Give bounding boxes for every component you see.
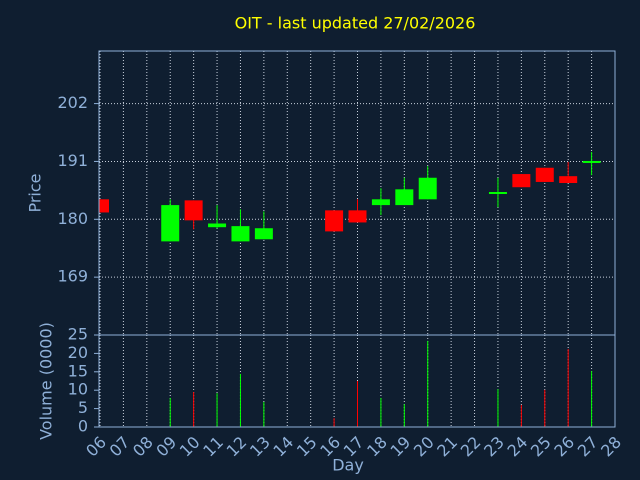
volume-tick-label: 15: [68, 361, 88, 380]
candle-body: [348, 210, 367, 223]
candle-body: [512, 174, 531, 188]
candle-body: [559, 176, 578, 184]
volume-tick-label: 0: [78, 417, 88, 436]
candles: [99, 151, 601, 242]
volume-tick-label: 25: [68, 325, 88, 344]
y-tick-label: 202: [57, 93, 88, 112]
chart-title: OIT - last updated 27/02/2026: [235, 14, 476, 33]
y-tick-label: 180: [57, 209, 88, 228]
volume-tick-label: 20: [68, 343, 88, 362]
candle-body: [99, 199, 109, 213]
candle-body: [371, 199, 390, 206]
candle-body: [184, 200, 203, 221]
candle-body: [325, 210, 344, 232]
volume-axis-label: Volume (0000): [37, 322, 56, 440]
candle-body: [161, 205, 180, 242]
y-tick-label: 169: [57, 267, 88, 286]
candle-body: [231, 226, 250, 242]
candle-body: [208, 223, 227, 228]
candle-body: [488, 192, 507, 194]
y-axis-label: Price: [26, 173, 45, 212]
candle-body: [395, 189, 414, 206]
candle-body: [582, 160, 601, 163]
volume-tick-label: 5: [78, 398, 88, 417]
volume-frame: [98, 334, 616, 428]
volume-bars: [169, 340, 593, 427]
candle-body: [418, 177, 437, 200]
x-axis-label: Day: [332, 456, 364, 475]
candle-body: [535, 167, 554, 182]
volume-tick-label: 10: [68, 380, 88, 399]
y-tick-label: 191: [57, 151, 88, 170]
candle-body: [254, 228, 273, 240]
